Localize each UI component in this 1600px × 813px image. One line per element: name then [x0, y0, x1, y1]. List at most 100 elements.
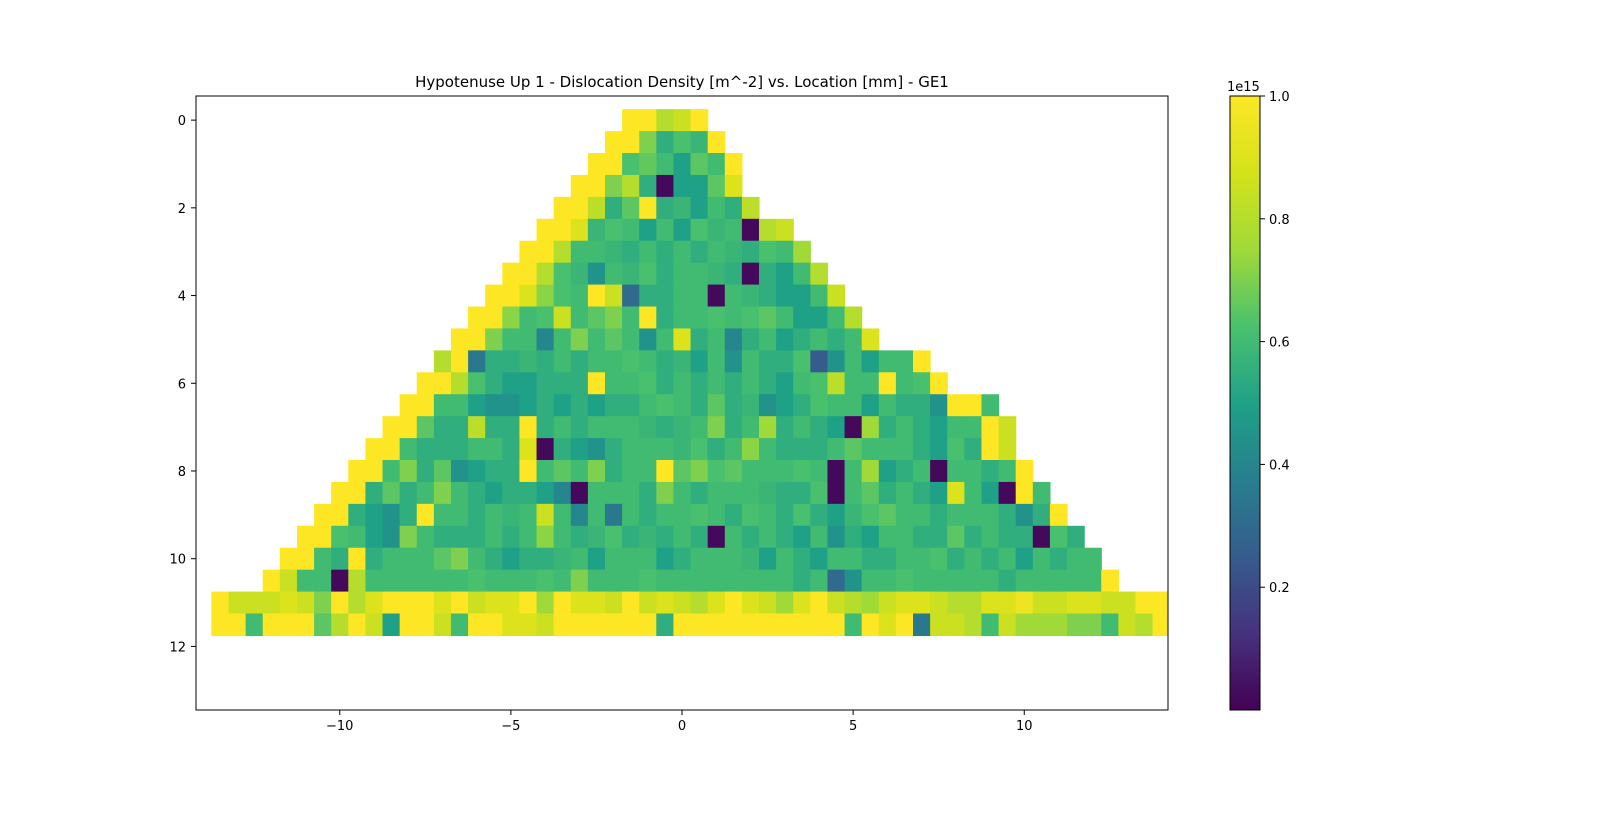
- heatmap-cell: [485, 284, 503, 308]
- heatmap-cell: [810, 547, 829, 571]
- heatmap-cell: [604, 131, 623, 154]
- heatmap-cell: [639, 350, 657, 373]
- heatmap-cell: [724, 218, 743, 242]
- heatmap-cell: [1049, 591, 1068, 615]
- heatmap-cell: [519, 328, 538, 351]
- heatmap-cell: [468, 591, 486, 615]
- heatmap-cell: [724, 460, 743, 483]
- heatmap-cell: [1084, 591, 1102, 615]
- heatmap-cell: [930, 525, 948, 549]
- heatmap-cell: [1032, 591, 1051, 615]
- heatmap-cell: [656, 416, 675, 439]
- heatmap-cell: [690, 547, 709, 571]
- heatmap-cell: [485, 328, 503, 351]
- heatmap-cell: [433, 569, 452, 593]
- heatmap-cell: [793, 569, 811, 593]
- heatmap-cell: [707, 284, 726, 308]
- heatmap-cell: [450, 503, 469, 527]
- heatmap-cell: [861, 460, 880, 483]
- heatmap-cell: [519, 416, 538, 439]
- heatmap-cell: [519, 569, 538, 593]
- heatmap-cell: [1015, 481, 1034, 505]
- heatmap-cell: [981, 394, 1000, 417]
- heatmap-cell: [296, 525, 315, 549]
- heatmap-cell: [587, 174, 606, 198]
- heatmap-cell: [570, 503, 589, 527]
- heatmap-cell: [656, 284, 675, 308]
- heatmap-cell: [759, 394, 777, 417]
- heatmap-cell: [759, 262, 777, 286]
- heatmap-cell: [656, 591, 675, 615]
- heatmap-cell: [604, 153, 623, 176]
- colorbar-tick-label: 0.6: [1269, 336, 1290, 351]
- heatmap-cell: [553, 350, 572, 373]
- heatmap-cell: [724, 196, 743, 220]
- heatmap-cell: [399, 481, 418, 505]
- heatmap-cell: [604, 174, 623, 198]
- heatmap-cell: [622, 131, 640, 154]
- heatmap-cell: [622, 481, 640, 505]
- heatmap-cell: [365, 503, 384, 527]
- heatmap-cell: [416, 394, 435, 417]
- heatmap-cell: [707, 547, 726, 571]
- heatmap-cell: [502, 613, 521, 637]
- heatmap-cell: [416, 503, 435, 527]
- heatmap-cell: [382, 569, 401, 593]
- heatmap-cell: [485, 416, 503, 439]
- heatmap-cell: [930, 569, 948, 593]
- heatmap-cell: [947, 460, 965, 483]
- heatmap-cell: [947, 525, 965, 549]
- heatmap-cell: [639, 503, 657, 527]
- heatmap-cell: [399, 569, 418, 593]
- heatmap-cell: [913, 438, 931, 461]
- heatmap-cell: [810, 503, 829, 527]
- heatmap-cell: [331, 613, 349, 637]
- heatmap-cell: [553, 503, 572, 527]
- heatmap-cell: [450, 613, 469, 637]
- heatmap-cell: [776, 284, 794, 308]
- heatmap-cell: [296, 613, 315, 637]
- heatmap-cell: [947, 613, 965, 637]
- heatmap-cell: [331, 503, 349, 527]
- heatmap-cell: [724, 416, 743, 439]
- heatmap-cell: [673, 503, 692, 527]
- heatmap-cell: [861, 547, 880, 571]
- heatmap-cell: [485, 503, 503, 527]
- heatmap-cell: [622, 306, 640, 330]
- heatmap-cell: [450, 350, 469, 373]
- heatmap-cell: [502, 350, 521, 373]
- heatmap-cell: [776, 481, 794, 505]
- heatmap-cell: [776, 328, 794, 351]
- heatmap-cell: [759, 372, 777, 395]
- heatmap-cell: [724, 547, 743, 571]
- heatmap-cell: [964, 460, 983, 483]
- heatmap-cell: [639, 131, 657, 154]
- heatmap-cell: [793, 460, 811, 483]
- heatmap-cell: [1067, 613, 1085, 637]
- heatmap-cell: [604, 262, 623, 286]
- heatmap-cell: [656, 394, 675, 417]
- heatmap-cell: [673, 481, 692, 505]
- heatmap-cell: [485, 569, 503, 593]
- heatmap-cell: [450, 481, 469, 505]
- heatmap-cell: [639, 525, 657, 549]
- heatmap-cell: [604, 591, 623, 615]
- heatmap-cell: [502, 460, 521, 483]
- heatmap-cell: [450, 394, 469, 417]
- heatmap-cell: [502, 284, 521, 308]
- heatmap-cell: [348, 460, 367, 483]
- heatmap-cell: [947, 569, 965, 593]
- heatmap-cell: [878, 350, 897, 373]
- heatmap-cell: [895, 591, 914, 615]
- heatmap-cell: [776, 438, 794, 461]
- heatmap-cell: [759, 284, 777, 308]
- heatmap-cell: [844, 481, 863, 505]
- heatmap-cell: [673, 416, 692, 439]
- heatmap-cell: [981, 460, 1000, 483]
- heatmap-cell: [468, 460, 486, 483]
- heatmap-cell: [930, 394, 948, 417]
- heatmap-cell: [519, 306, 538, 330]
- heatmap-cell: [981, 525, 1000, 549]
- heatmap-cell: [878, 481, 897, 505]
- heatmap-cell: [485, 525, 503, 549]
